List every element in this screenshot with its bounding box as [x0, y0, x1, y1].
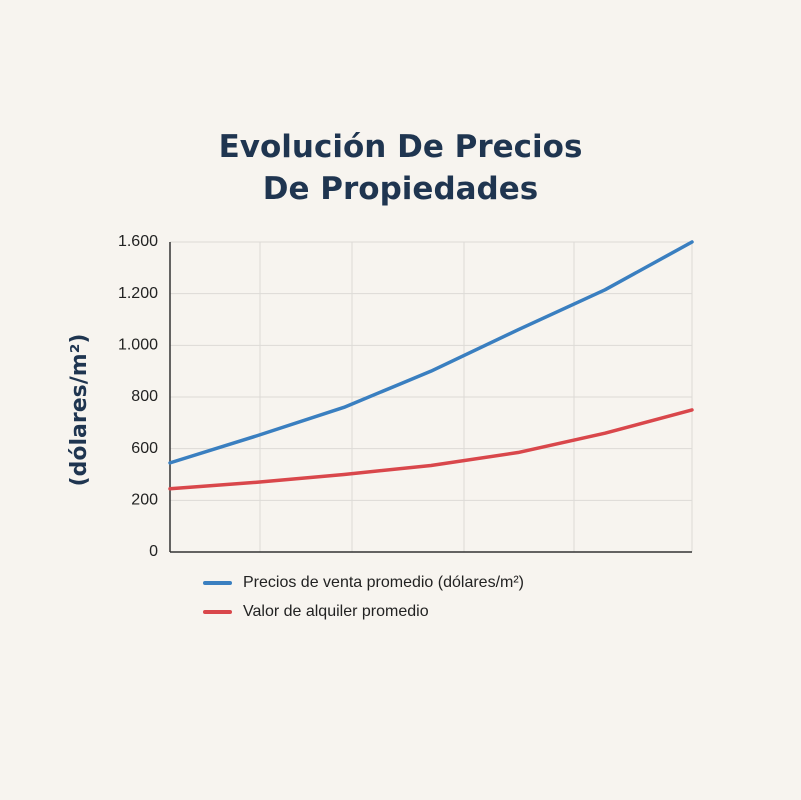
legend-label: Precios de venta promedio (dólares/m²) [243, 574, 524, 591]
y-tick-label: 600 [131, 440, 158, 457]
y-axis-label: (dólares/m²) [67, 334, 92, 487]
series-line [168, 408, 694, 491]
y-tick-label: 0 [149, 543, 158, 560]
chart-title: Evolución De Precios De Propiedades [218, 129, 583, 207]
title-box: Evolución De Precios De Propiedades [0, 126, 801, 210]
y-tick-label: 1.200 [118, 285, 158, 302]
y-tick-label: 800 [131, 388, 158, 405]
legend-label: Valor de alquiler promedio [243, 603, 429, 620]
y-tick-label: 1.000 [118, 337, 158, 354]
series-line [168, 240, 694, 465]
y-tick-label: 1.600 [118, 233, 158, 250]
y-tick-label: 200 [131, 492, 158, 509]
